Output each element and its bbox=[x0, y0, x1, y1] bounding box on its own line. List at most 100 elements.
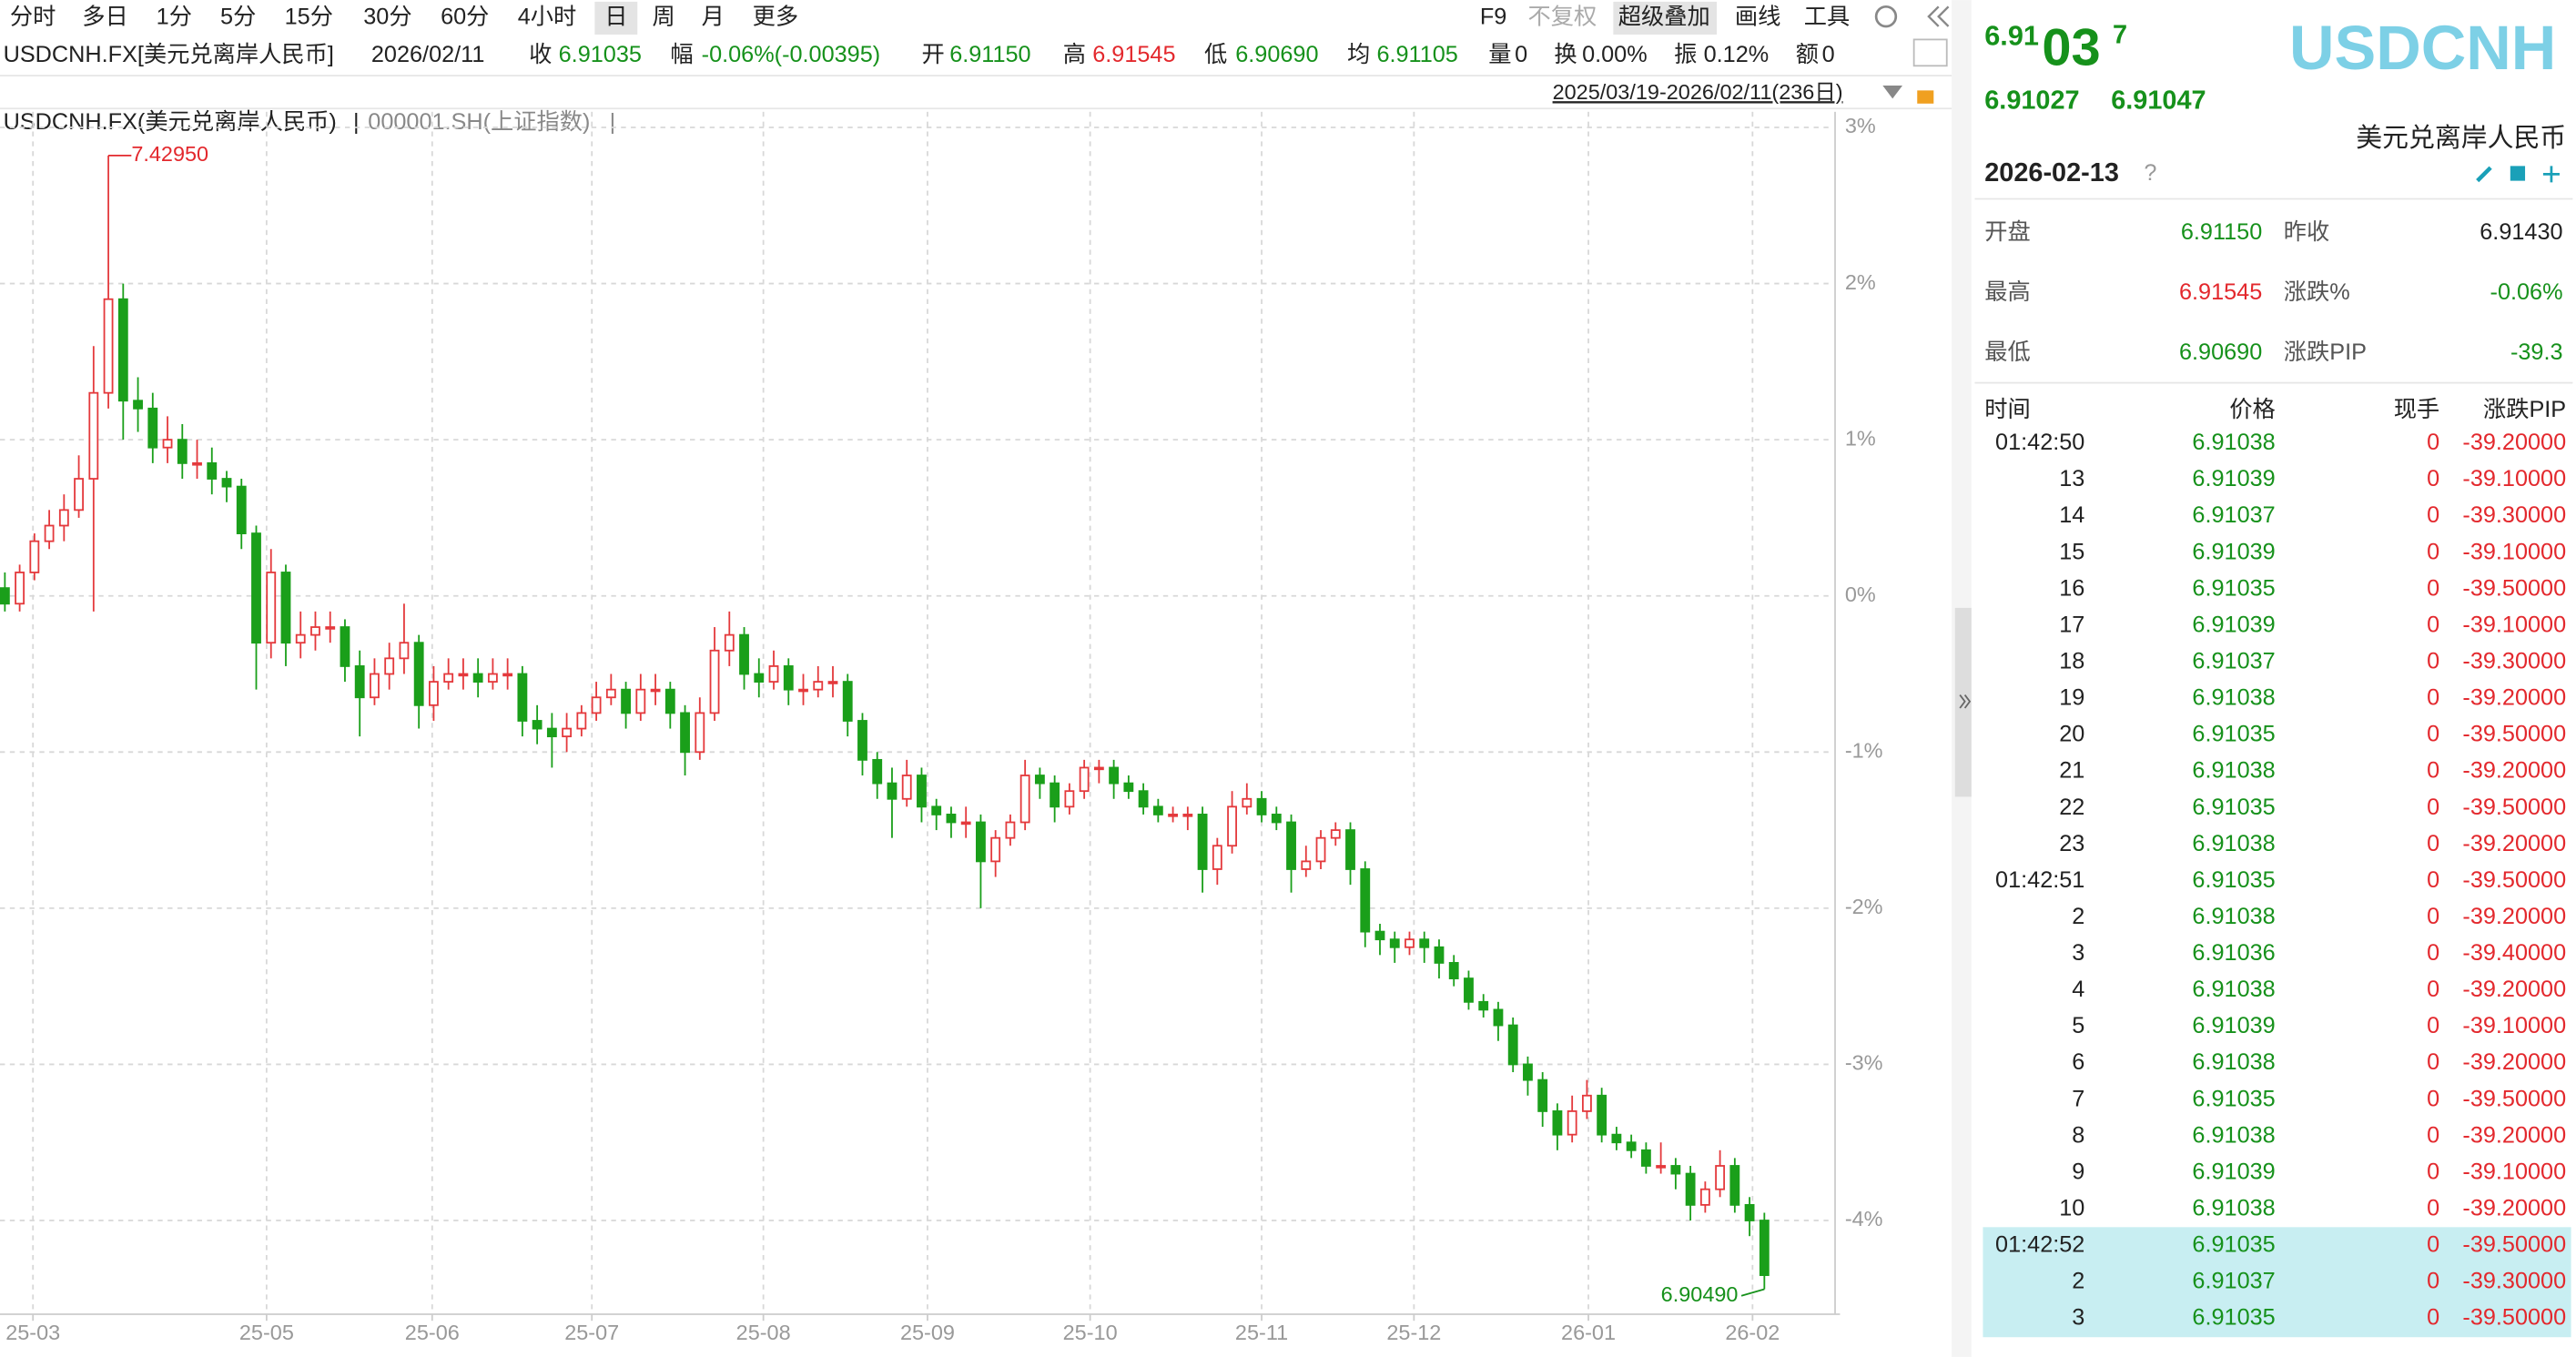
tool-button[interactable]: 不复权 bbox=[1528, 5, 1597, 30]
tool-button[interactable]: F9 bbox=[1480, 5, 1506, 30]
period-tab[interactable]: 4小时 bbox=[518, 5, 577, 30]
tick-volume: 0 bbox=[2427, 795, 2439, 820]
field-value: 6.90690 bbox=[1235, 42, 1318, 67]
period-tab[interactable]: 日 bbox=[604, 5, 627, 30]
tick-time: 23 bbox=[2059, 831, 2084, 856]
candle-body bbox=[754, 673, 765, 683]
period-tab[interactable]: 多日 bbox=[82, 5, 127, 30]
date-range[interactable]: 2025/03/19-2026/02/11(236日) bbox=[1553, 80, 1843, 104]
edit-icon[interactable] bbox=[2476, 166, 2492, 183]
tick-volume: 0 bbox=[2427, 904, 2439, 929]
dropdown-icon[interactable] bbox=[1882, 85, 1903, 99]
tick-price: 6.91037 bbox=[2192, 1269, 2275, 1294]
candle-body bbox=[1567, 1110, 1577, 1136]
tick-volume: 0 bbox=[2427, 722, 2439, 747]
candle-body bbox=[827, 681, 838, 684]
candle-body bbox=[1478, 1000, 1489, 1011]
field-label: 额 bbox=[1796, 42, 1819, 67]
candle-body bbox=[1050, 782, 1060, 808]
tick-time: 01:42:50 bbox=[1995, 430, 2084, 455]
tick-volume: 0 bbox=[2427, 1086, 2439, 1111]
add-icon[interactable] bbox=[2542, 166, 2560, 183]
period-tab[interactable]: 60分 bbox=[441, 5, 489, 30]
period-tab[interactable]: 更多 bbox=[753, 5, 799, 30]
candle-body bbox=[251, 532, 261, 644]
tool-button[interactable]: 超级叠加 bbox=[1618, 5, 1710, 30]
tick-time: 17 bbox=[2059, 612, 2084, 637]
collapse-icon[interactable] bbox=[1927, 5, 1950, 27]
candle-body bbox=[1670, 1165, 1681, 1175]
period-tab[interactable]: 周 bbox=[653, 5, 675, 30]
tick-price: 6.91038 bbox=[2192, 831, 2275, 856]
field-value: 6.91545 bbox=[1092, 42, 1175, 67]
period-tab[interactable]: 1分 bbox=[157, 5, 192, 30]
candle-body bbox=[1212, 845, 1222, 870]
alert-icon[interactable] bbox=[2510, 166, 2526, 181]
candle-body bbox=[709, 649, 720, 714]
expand-icon[interactable] bbox=[1959, 694, 1972, 709]
period-tab[interactable]: 15分 bbox=[285, 5, 333, 30]
tick-volume: 0 bbox=[2427, 940, 2439, 966]
field-label: 振 bbox=[1674, 42, 1697, 67]
candle-body bbox=[1005, 821, 1016, 839]
period-tab[interactable]: 分时 bbox=[10, 5, 56, 30]
candle-body bbox=[502, 673, 513, 677]
tool-button[interactable]: 工具 bbox=[1804, 5, 1851, 30]
tick-price: 6.91038 bbox=[2192, 904, 2275, 929]
legend-separator: | bbox=[353, 109, 360, 135]
help[interactable]: ? bbox=[2144, 160, 2156, 186]
price-mid: 03 bbox=[2042, 18, 2100, 76]
table-header: 涨跌PIP bbox=[2483, 397, 2566, 422]
annotation-arrow bbox=[1740, 1288, 1765, 1297]
field-value: 0 bbox=[1822, 42, 1835, 67]
bid: 6.91027 bbox=[1984, 86, 2079, 116]
tick-pip: -39.10000 bbox=[2462, 1013, 2566, 1038]
legend-entry: USDCNH.FX(美元兑离岸人民币) bbox=[4, 109, 337, 135]
tick-pip: -39.50000 bbox=[2462, 867, 2566, 893]
tick-price: 6.91037 bbox=[2192, 502, 2275, 528]
tick-pip: -39.30000 bbox=[2462, 502, 2566, 528]
candle-body bbox=[472, 673, 483, 683]
tick-volume: 0 bbox=[2427, 575, 2439, 601]
candle-body bbox=[1227, 805, 1237, 847]
tick-pip: -39.20000 bbox=[2462, 758, 2566, 784]
candle-body bbox=[562, 727, 573, 738]
tick-time: 16 bbox=[2059, 575, 2084, 601]
candle-body bbox=[1019, 775, 1030, 824]
x-tick-label: 26-02 bbox=[1725, 1321, 1780, 1344]
tick-volume: 0 bbox=[2427, 612, 2439, 637]
tool-button[interactable]: 画线 bbox=[1735, 5, 1781, 30]
x-tick-label: 25-12 bbox=[1386, 1321, 1441, 1344]
candle-body bbox=[295, 633, 306, 644]
tick-volume: 0 bbox=[2427, 685, 2439, 711]
tick-volume: 0 bbox=[2427, 430, 2439, 455]
lock-icon[interactable] bbox=[1917, 90, 1934, 104]
y-tick-label: 0% bbox=[1845, 582, 1876, 606]
candle-body bbox=[1419, 938, 1430, 948]
tick-pip: -39.10000 bbox=[2462, 539, 2566, 564]
period-tab[interactable]: 月 bbox=[702, 5, 725, 30]
tick-pip: -39.30000 bbox=[2462, 1269, 2566, 1294]
candle-body bbox=[1389, 938, 1400, 948]
candle-body bbox=[1123, 782, 1134, 793]
period-tab[interactable]: 5分 bbox=[220, 5, 256, 30]
tick-price: 6.91039 bbox=[2192, 1013, 2275, 1038]
candle-body bbox=[1182, 814, 1193, 817]
candle-body bbox=[15, 572, 25, 605]
tick-volume: 0 bbox=[2427, 1232, 2439, 1258]
field-value: -0.06%(-0.00395) bbox=[702, 42, 881, 67]
stat-value: 6.91430 bbox=[2480, 219, 2562, 245]
wp-icon[interactable] bbox=[1912, 38, 1948, 67]
tick-time: 01:42:51 bbox=[1995, 867, 2084, 893]
tick-price: 6.91038 bbox=[2192, 685, 2275, 711]
candle-body bbox=[664, 688, 675, 714]
field-value: 6.91105 bbox=[1376, 42, 1457, 67]
candle-body bbox=[310, 626, 320, 636]
settings-icon[interactable] bbox=[1874, 5, 1898, 28]
period-tab[interactable]: 30分 bbox=[363, 5, 411, 30]
tick-pip: -39.50000 bbox=[2462, 795, 2566, 820]
candle-body bbox=[429, 681, 439, 706]
active-overlay-bg bbox=[1613, 1, 1718, 35]
tick-time: 18 bbox=[2059, 648, 2084, 673]
